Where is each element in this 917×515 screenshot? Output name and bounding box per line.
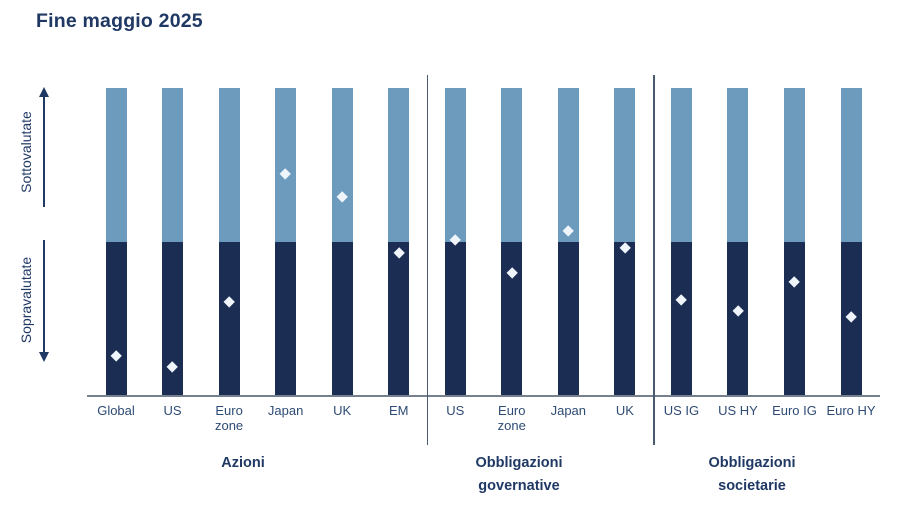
bar-euro-hy	[840, 88, 862, 396]
x-tick-euro-zone: Euro zone	[214, 403, 244, 433]
overvalued-zone-segment	[783, 242, 805, 396]
up-arrowhead	[38, 87, 49, 97]
x-tick-japan: Japan	[550, 403, 587, 418]
bar-us	[162, 88, 184, 396]
overvalued-zone-segment	[105, 242, 127, 396]
x-tick-uk: UK	[615, 403, 634, 418]
overvalued-zone-segment	[727, 242, 749, 396]
bar-us	[444, 88, 466, 396]
undervalued-zone-segment	[501, 88, 523, 242]
bar-japan	[557, 88, 579, 396]
x-tick-us: US	[446, 403, 465, 418]
group-titles: Azioni Obbligazioni governative Obbligazio…	[0, 452, 917, 507]
undervalued-zone-segment	[727, 88, 749, 242]
x-tick-euro-ig: Euro IG	[772, 403, 817, 418]
undervalued-zone-segment	[218, 88, 240, 242]
chart-title: Fine maggio 2025	[36, 10, 203, 32]
bar-uk	[331, 88, 353, 396]
x-tick-euro-hy: Euro HY	[826, 403, 876, 418]
overvalued-zone-segment	[614, 242, 636, 396]
undervalued-zone-segment	[557, 88, 579, 242]
overvalued-zone-segment	[162, 242, 184, 396]
overvalued-zone-segment	[331, 242, 353, 396]
undervalued-zone-segment	[162, 88, 184, 242]
down-arrowhead	[38, 352, 49, 362]
x-axis-line	[87, 395, 880, 397]
group-title-azioni: Azioni	[221, 455, 265, 471]
overvalued-zone-segment	[275, 242, 297, 396]
undervalued-zone-segment	[331, 88, 353, 242]
overvalued-zone-segment	[388, 242, 410, 396]
overvalued-zone-segment	[444, 242, 466, 396]
x-tick-em: EM	[388, 403, 409, 418]
bar-euro-ig	[783, 88, 805, 396]
down-arrow-icon	[38, 240, 50, 362]
undervalued-zone-segment	[444, 88, 466, 242]
undervalued-zone-segment	[783, 88, 805, 242]
overvalued-zone-segment	[670, 242, 692, 396]
down-arrow-shaft	[43, 240, 45, 352]
undervalued-zone-segment	[840, 88, 862, 242]
bar-japan	[275, 88, 297, 396]
up-arrow-icon	[38, 87, 50, 207]
x-tick-us-hy: US HY	[718, 403, 758, 418]
chart-plot	[0, 88, 917, 396]
overvalued-zone-segment	[501, 242, 523, 396]
undervalued-zone-segment	[614, 88, 636, 242]
bar-us-hy	[727, 88, 749, 396]
x-tick-uk: UK	[333, 403, 352, 418]
undervalued-zone-segment	[275, 88, 297, 242]
x-tick-japan: Japan	[267, 403, 304, 418]
x-tick-us-ig: US IG	[663, 403, 700, 418]
undervalued-zone-segment	[670, 88, 692, 242]
bar-em	[388, 88, 410, 396]
up-arrow-shaft	[43, 95, 45, 207]
x-tick-global: Global	[97, 403, 135, 418]
x-tick-euro-zone: Euro zone	[497, 403, 526, 433]
x-tick-us: US	[163, 403, 182, 418]
x-axis-ticks: Global US Euro zone Japan UK EM US Euro zone Jap…	[0, 403, 917, 437]
overvalued-zone-segment	[557, 242, 579, 396]
undervalued-zone-segment	[105, 88, 127, 242]
overvalued-zone-segment	[218, 242, 240, 396]
group-divider-1	[426, 75, 429, 445]
bar-euro-zone	[501, 88, 523, 396]
group-divider-2	[653, 75, 655, 445]
bar-uk	[614, 88, 636, 396]
undervalued-zone-segment	[388, 88, 410, 242]
group-title-obbligazioni-societarie: Obbligazioni societarie	[708, 455, 796, 494]
group-title-obbligazioni-governative: Obbligazioni governative	[475, 455, 563, 494]
bar-us-ig	[670, 88, 692, 396]
bar-euro-zone	[218, 88, 240, 396]
